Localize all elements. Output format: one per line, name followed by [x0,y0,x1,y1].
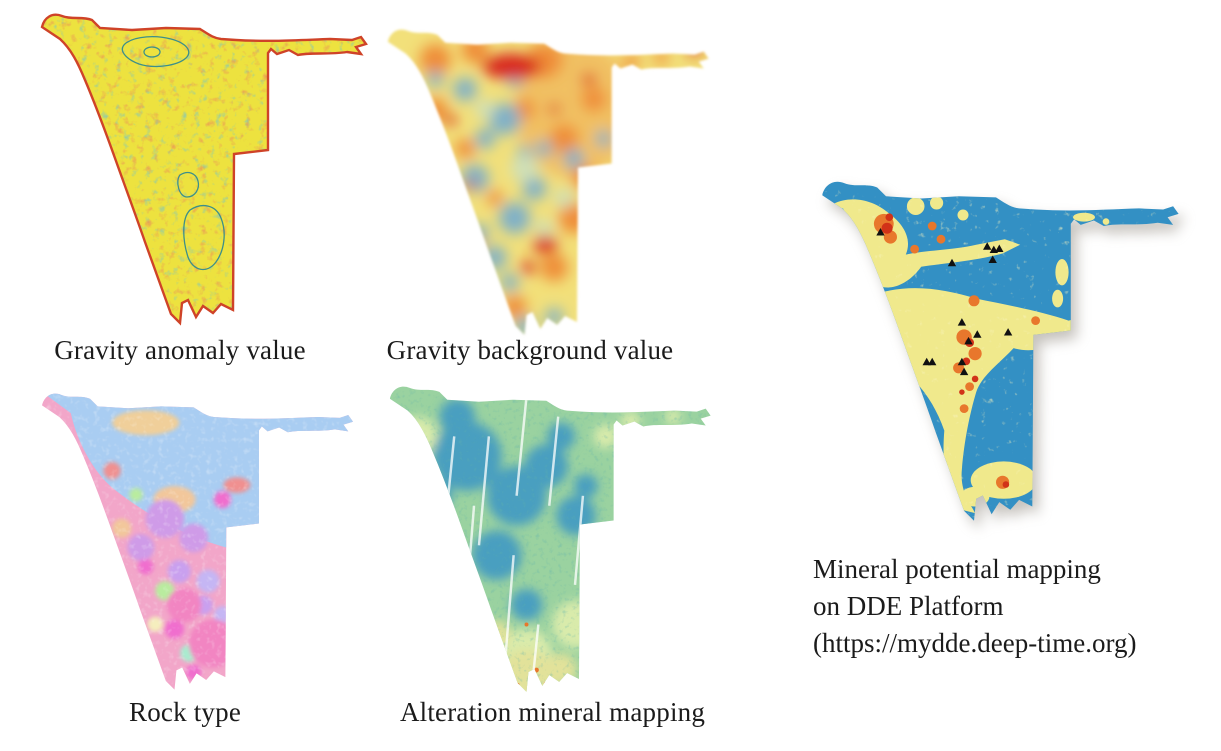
mineral-deposit-triangle-icon [964,336,973,345]
gravity-background-map [387,29,709,335]
rock-type-map [42,393,354,690]
rock-texture [42,393,354,690]
caption-mineral-potential: Mineral potential mapping on DDE Platfor… [813,551,1183,662]
caption-rock-type: Rock type [128,697,242,727]
mineral-deposit-triangle-icon [988,255,997,263]
caption-line-3-url: (https://mydde.deep-time.org) [813,628,1137,658]
alteration-grain [389,386,711,692]
mineral-deposit-triangle-icon [922,357,931,366]
gravity-anomaly-map [40,13,368,325]
mineral-deposit-triangle-icon [1003,328,1013,336]
mineral-deposit-triangle-icon [959,367,969,376]
caption-gravity-background: Gravity background value [386,335,674,365]
mineral-deposit-triangle-icon [928,357,937,366]
caption-line-2: on DDE Platform [813,591,1004,621]
caption-alteration: Alteration mineral mapping [399,697,706,727]
caption-gravity-anomaly: Gravity anomaly value [54,335,306,365]
mineral-deposit-triangle-icon [876,227,885,236]
alteration-mineral-map [389,386,711,692]
mineral-deposit-triangle-icon [995,244,1004,252]
mineral-deposit-triangle-icon [957,357,967,366]
mineral-deposit-triangle-icon [947,258,957,267]
mineral-deposit-triangle-icon [973,330,982,338]
mineral-potential-map [822,181,1185,529]
mineral-deposit-triangle-icon [957,318,967,326]
caption-line-1: Mineral potential mapping [813,554,1101,584]
mineral-deposit-triangle-icon [983,242,992,250]
anomaly-contour-lines [121,36,225,271]
deposit-markers [876,227,1013,376]
